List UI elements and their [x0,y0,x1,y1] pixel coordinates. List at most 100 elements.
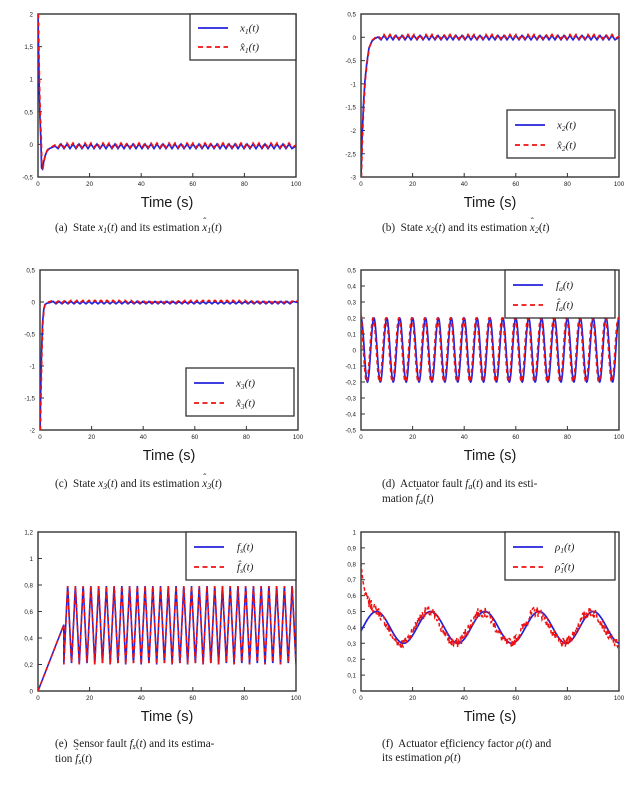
svg-text:40: 40 [138,695,145,702]
svg-text:0: 0 [353,689,357,696]
svg-text:1: 1 [353,530,357,537]
svg-text:0,5: 0,5 [26,268,35,275]
svg-text:0,2: 0,2 [347,657,356,664]
caption-c-line1: (c) State x3(t) and its estimation ˆ x3(t… [55,473,222,491]
svg-text:0: 0 [353,348,357,355]
y-tick-labels-d: 0,5 0,4 0,3 0,2 0,1 0 -0,1 -0,2 -0,3 -0,… [345,268,356,435]
series-b-estimate [361,33,619,177]
x-tick-labels-a: 0 20 40 60 80 100 [36,181,301,188]
legend-c-label-true: x3(t) [235,378,255,392]
x-tick-labels-e: 0 20 40 60 80 100 [36,695,301,702]
x-axis-label-e: Time (s) [141,709,194,725]
svg-text:0,9: 0,9 [347,545,356,552]
panel-d: 0,5 0,4 0,3 0,2 0,1 0 -0,1 -0,2 -0,3 -0,… [319,258,639,507]
caption-e: (e) Sensor fault fs(t) and its estima- t… [55,738,305,769]
svg-text:0: 0 [359,695,363,702]
legend-f-label-true: ρ1(t) [554,542,575,556]
svg-text:100: 100 [293,434,304,441]
svg-text:20: 20 [86,181,93,188]
legend-b-label-true: x2(t) [556,120,576,134]
legend-f: ρ1(t) ρ̂1(t) [504,531,616,581]
panel-b-plot: 0,5 0 -0,5 -1 -1,5 -2 -2,5 -3 0 20 40 60… [345,12,624,212]
series-b [361,33,619,177]
svg-text:0,5: 0,5 [347,268,356,275]
caption-a-line1: (a) State x1(t) and its estimation ˆ x1(t… [55,217,222,235]
svg-text:0,4: 0,4 [347,284,356,291]
svg-text:40: 40 [461,181,468,188]
svg-text:-0,5: -0,5 [24,332,35,339]
caption-f-line1: (f) Actuator efficiency factor ρ(t) and [382,738,552,750]
svg-text:40: 40 [140,434,147,441]
svg-text:20: 20 [88,434,95,441]
caption-e-line2: tion ˆ fs(t) [55,748,93,766]
legend-b: x2(t) x̂2(t) [506,109,616,159]
svg-text:0,7: 0,7 [347,577,356,584]
svg-text:-2: -2 [350,128,356,135]
x-tick-labels-c: 0 20 40 60 80 100 [38,434,303,441]
svg-text:100: 100 [614,695,625,702]
svg-text:1,5: 1,5 [24,44,33,51]
svg-text:0,4: 0,4 [347,625,356,632]
svg-text:20: 20 [86,695,93,702]
caption-d: (d) Actuator fault fa(t) and its esti- m… [382,478,632,509]
svg-text:0,1: 0,1 [347,673,356,680]
panel-e: 1,2 1 0,8 0,6 0,4 0,2 0 0 20 40 60 80 10… [0,518,320,767]
legend-a-label-estimate: x̂1(t) [239,42,259,56]
svg-text:0: 0 [30,142,34,149]
series-c [40,299,298,430]
legend-e-label-true: fs(t) [237,542,254,556]
svg-text:20: 20 [409,434,416,441]
x-axis-label-a: Time (s) [141,195,194,211]
svg-text:1: 1 [30,77,34,84]
svg-text:0: 0 [359,181,363,188]
svg-text:100: 100 [614,434,625,441]
svg-text:-1,5: -1,5 [345,105,356,112]
svg-text:-0,4: -0,4 [345,412,356,419]
y-tick-labels-f: 1 0,9 0,8 0,7 0,6 0,5 0,4 0,3 0,2 0,1 0 [347,530,356,696]
svg-text:100: 100 [614,181,625,188]
caption-e-line1: (e) Sensor fault fs(t) and its estima- [55,738,215,751]
legend-a: x1(t) x̂1(t) [189,13,297,61]
legend-c-label-estimate: x̂3(t) [235,398,255,412]
y-tick-labels-a: 2 1,5 1 0,5 0 -0,5 [22,12,33,182]
x-ticks-a [37,173,297,177]
legend-c: x3(t) x̂3(t) [185,367,295,417]
series-e-estimate [38,585,296,691]
y-tick-labels-b: 0,5 0 -0,5 -1 -1,5 -2 -2,5 -3 [345,12,356,182]
svg-text:0,8: 0,8 [347,561,356,568]
caption-b: (b) State x2(t) and its estimation ˆ x2(t… [382,217,639,237]
svg-text:1: 1 [30,556,34,563]
x-tick-labels-f: 0 20 40 60 80 100 [359,695,624,702]
svg-text:80: 80 [241,181,248,188]
caption-f: (f) Actuator efficiency factor ρ(t) and … [382,738,637,765]
legend-b-label-estimate: x̂2(t) [556,140,576,154]
svg-text:0,2: 0,2 [24,662,33,669]
panel-b: 0,5 0 -0,5 -1 -1,5 -2 -2,5 -3 0 20 40 60… [319,0,639,235]
svg-text:80: 80 [564,181,571,188]
series-d [361,314,619,384]
legend-d-label-true: fa(t) [556,280,574,294]
caption-c: (c) State x3(t) and its estimation ˆ x3(t… [55,473,315,493]
x-axis-label-b: Time (s) [464,195,517,211]
panel-d-plot: 0,5 0,4 0,3 0,2 0,1 0 -0,1 -0,2 -0,3 -0,… [345,268,625,465]
svg-text:0: 0 [30,689,34,696]
svg-text:0: 0 [359,434,363,441]
series-e [38,585,296,691]
x-tick-labels-b: 0 20 40 60 80 100 [359,181,624,188]
svg-text:60: 60 [191,434,198,441]
x-axis-label-d: Time (s) [464,448,517,464]
x-ticks-f [360,687,620,691]
panel-c-plot: 0,5 0 -0,5 -1 -1,5 -2 0 20 40 60 80 100 [24,268,303,465]
svg-text:0,6: 0,6 [347,593,356,600]
series-f-estimate [361,562,619,649]
svg-text:60: 60 [512,695,519,702]
panel-f: 1 0,9 0,8 0,7 0,6 0,5 0,4 0,3 0,2 0,1 0 … [319,518,639,764]
svg-text:0: 0 [36,181,40,188]
svg-text:60: 60 [512,181,519,188]
svg-text:0,8: 0,8 [24,583,33,590]
svg-text:80: 80 [241,695,248,702]
svg-text:0: 0 [353,35,357,42]
svg-text:100: 100 [291,181,302,188]
caption-d-line2: mation ˆ fa(t) [382,488,434,506]
